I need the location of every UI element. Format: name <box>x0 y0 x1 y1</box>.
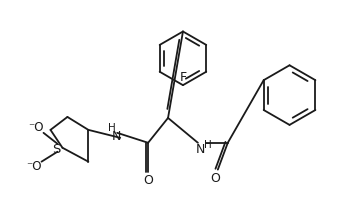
Text: N: N <box>112 130 121 143</box>
Text: ⁻O: ⁻O <box>26 160 41 173</box>
Text: H: H <box>109 123 116 133</box>
Text: O: O <box>210 172 220 185</box>
Text: ⁻O: ⁻O <box>28 121 43 134</box>
Text: F: F <box>179 71 186 84</box>
Text: H: H <box>204 140 212 150</box>
Text: S: S <box>52 143 61 156</box>
Text: N: N <box>196 143 206 156</box>
Text: O: O <box>143 174 153 187</box>
